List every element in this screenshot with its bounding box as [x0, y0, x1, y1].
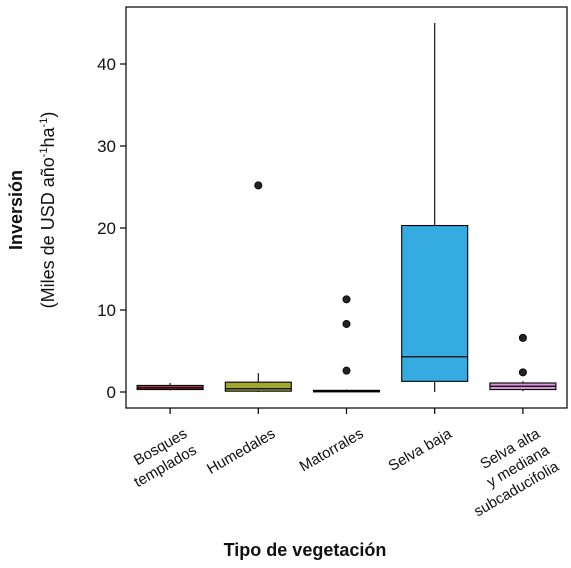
y-tick-label: 20: [97, 219, 116, 238]
box-iqr: [224, 381, 292, 392]
x-tick-label: Selva baja: [386, 425, 456, 475]
outlier-point: [518, 333, 527, 342]
y-tick-label: 10: [97, 301, 116, 320]
outlier-point: [254, 181, 263, 190]
outlier-point: [342, 295, 351, 304]
outlier-point: [342, 366, 351, 375]
y-axis-title-bold: Inversión: [6, 170, 26, 250]
x-tick-label: Matorrales: [297, 425, 367, 475]
y-tick-label: 0: [107, 383, 116, 402]
y-tick-label: 30: [97, 137, 116, 156]
x-axis: Bosquestemplados Humedales Matorrales Selva…: [122, 408, 562, 520]
x-tick-label: Selva altay medianasubcaducifolia: [452, 425, 562, 520]
y-tick-label: 40: [97, 55, 116, 74]
box-group: [401, 23, 469, 392]
plot-frame: [125, 6, 568, 409]
boxes-layer: [136, 23, 557, 393]
box-group: [312, 295, 381, 393]
box-group: [136, 382, 204, 391]
box-group: [489, 333, 557, 392]
x-tick-label: Humedales: [204, 425, 278, 478]
box-iqr: [401, 224, 469, 382]
outlier-point: [342, 319, 351, 328]
x-tick-label: Bosquestemplados: [122, 425, 200, 491]
x-axis-title: Tipo de vegetación: [224, 540, 387, 560]
box-group: [224, 181, 292, 392]
y-axis-title-units: (Miles de USD año-1ha-1): [38, 112, 58, 309]
y-axis: 0 10 20 30 40: [97, 55, 126, 402]
outlier-point: [518, 368, 527, 377]
